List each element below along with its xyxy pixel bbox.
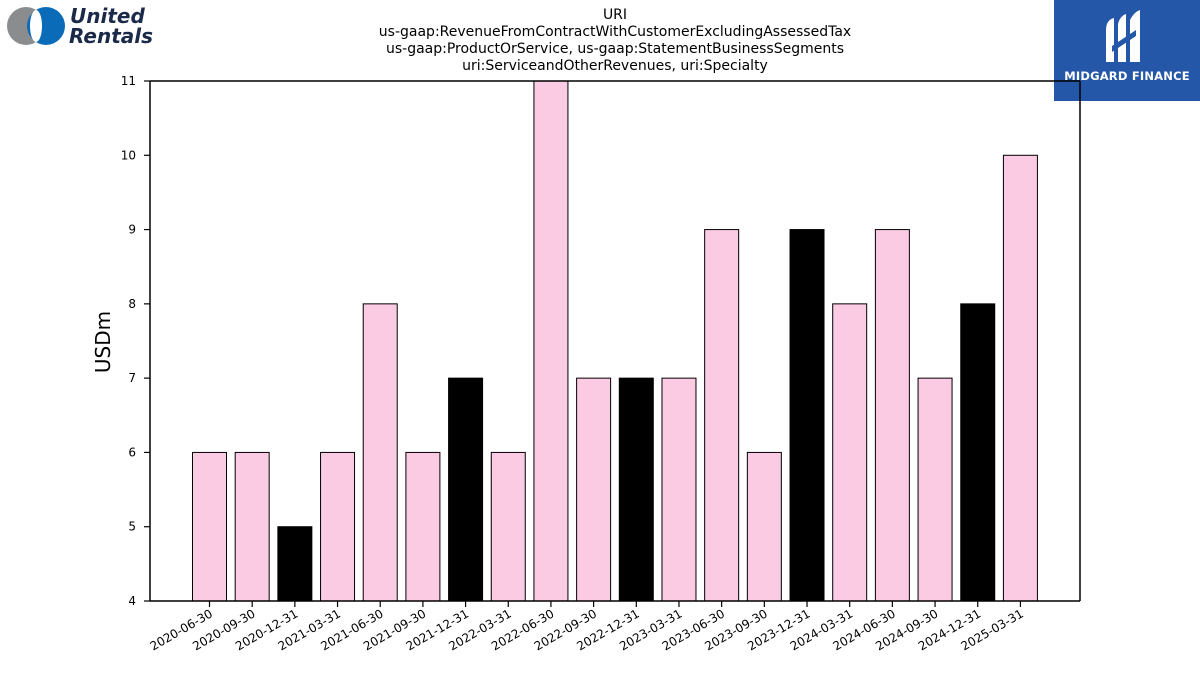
bar-2021-12-31	[448, 377, 484, 602]
bar-2022-09-30	[576, 377, 612, 602]
bar-2024-09-30	[917, 377, 953, 602]
y-tick-label-9: 9	[128, 223, 136, 237]
y-tick-label-5: 5	[128, 520, 136, 534]
bar-2025-03-31	[1002, 154, 1038, 602]
y-tick-label-10: 10	[121, 148, 136, 162]
bar-2021-09-30	[405, 451, 441, 602]
bar-2022-06-30	[533, 80, 569, 602]
bar-2023-03-31	[661, 377, 697, 602]
bar-2020-09-30	[234, 451, 270, 602]
bar-2021-06-30	[362, 303, 398, 602]
bar-2022-03-31	[490, 451, 526, 602]
bar-2021-03-31	[320, 451, 356, 602]
logo-text-rentals: Rentals	[69, 24, 153, 48]
bar-2022-12-31	[618, 377, 654, 602]
bar-2023-12-31	[789, 229, 825, 602]
title-line-2: us-gaap:RevenueFromContractWithCustomerE…	[378, 24, 852, 40]
midgard-emblem-icon	[1106, 10, 1140, 62]
title-line-1: URI	[602, 7, 628, 23]
midgard-finance-logo: MIDGARD FINANCE	[1054, 0, 1200, 101]
title-line-4: uri:ServiceandOtherRevenues, uri:Special…	[462, 58, 768, 74]
title-line-3: us-gaap:ProductOrService, us-gaap:Statem…	[385, 41, 844, 57]
chart-title: URI us-gaap:RevenueFromContractWithCusto…	[315, 7, 915, 75]
bar-2023-09-30	[746, 451, 782, 602]
united-rentals-logo: United Rentals	[6, 4, 166, 48]
y-tick-label-4: 4	[128, 594, 136, 608]
y-tick-label-8: 8	[128, 297, 136, 311]
bar-2024-06-30	[874, 229, 910, 602]
bar-2020-12-31	[277, 526, 313, 602]
y-tick-label-11: 11	[121, 74, 136, 88]
midgard-finance-text: MIDGARD FINANCE	[1064, 69, 1190, 83]
bar-2020-06-30	[192, 451, 227, 602]
y-axis-label: USDm	[91, 311, 115, 373]
bar-2024-12-31	[960, 303, 996, 602]
y-tick-label-7: 7	[128, 371, 136, 385]
logo-text-united: United	[70, 6, 145, 28]
y-tick-label-6: 6	[128, 445, 136, 459]
bar-2024-03-31	[832, 303, 868, 602]
bar-2023-06-30	[704, 229, 740, 602]
